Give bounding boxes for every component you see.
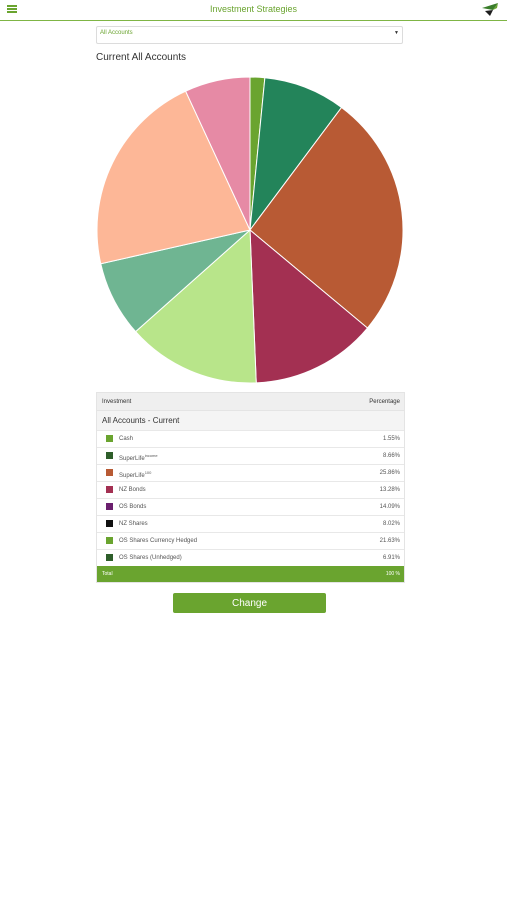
investment-percentage: 1.55% xyxy=(382,436,400,442)
pie-slice xyxy=(249,228,369,384)
legend-swatch xyxy=(106,435,113,442)
legend-swatch xyxy=(106,452,113,459)
table-row: NZ Shares 8.02% xyxy=(97,515,404,532)
legend-swatch xyxy=(106,554,113,561)
page-title: Investment Strategies xyxy=(209,4,298,14)
group-row: All Accounts - Current xyxy=(97,410,404,430)
superlife-logo-icon[interactable] xyxy=(481,2,499,17)
investment-percentage: 8.66% xyxy=(382,453,400,459)
total-value: 100 % xyxy=(385,571,400,577)
account-select-value: All Accounts xyxy=(100,30,133,36)
pie-slice xyxy=(184,76,251,231)
investment-percentage: 8.02% xyxy=(382,521,400,527)
total-row: Total 100 % xyxy=(97,566,404,582)
investment-percentage: 14.09% xyxy=(379,504,400,510)
change-button[interactable]: Change xyxy=(173,593,326,613)
allocation-pie-chart xyxy=(96,76,404,384)
hamburger-menu-icon[interactable] xyxy=(7,5,17,14)
allocation-table: Investment Percentage All Accounts - Cur… xyxy=(96,392,405,583)
table-row: SuperLifeincome 8.66% xyxy=(97,447,404,464)
investment-name: OS Bonds xyxy=(119,504,147,510)
table-row: SuperLife100 25.86% xyxy=(97,464,404,481)
investment-name: OS Shares (Unhedged) xyxy=(119,555,182,561)
pie-slice xyxy=(134,228,257,384)
investment-name: NZ Bonds xyxy=(119,487,146,493)
account-select[interactable]: All Accounts ▼ xyxy=(96,26,403,44)
pie-slice xyxy=(249,106,404,329)
table-header: Investment Percentage xyxy=(97,393,404,410)
legend-swatch xyxy=(106,520,113,527)
legend-swatch xyxy=(106,537,113,544)
investment-percentage: 6.91% xyxy=(382,555,400,561)
table-row: NZ Bonds 13.28% xyxy=(97,481,404,498)
table-row: OS Shares Currency Hedged 21.63% xyxy=(97,532,404,549)
investment-name-suffix: income xyxy=(144,453,158,458)
table-row: OS Bonds 14.09% xyxy=(97,498,404,515)
table-row: OS Shares (Unhedged) 6.91% xyxy=(97,549,404,566)
investment-name: Cash xyxy=(119,436,134,442)
chart-title: Current All Accounts xyxy=(96,52,187,63)
pie-slice xyxy=(96,90,251,265)
legend-swatch xyxy=(106,486,113,493)
header-percentage: Percentage xyxy=(369,399,400,405)
group-label: All Accounts - Current xyxy=(102,416,180,425)
investment-name: SuperLifeincome xyxy=(119,453,158,462)
pie-slice xyxy=(249,77,343,232)
investment-percentage: 25.86% xyxy=(379,470,400,476)
total-label: Total xyxy=(102,571,113,577)
investment-name: OS Shares Currency Hedged xyxy=(119,538,198,544)
investment-name: NZ Shares xyxy=(119,521,148,527)
legend-swatch xyxy=(106,503,113,510)
legend-swatch xyxy=(106,469,113,476)
dropdown-arrow-icon: ▼ xyxy=(394,30,399,36)
header-investment: Investment xyxy=(102,399,132,405)
table-row: Cash 1.55% xyxy=(97,430,404,447)
investment-percentage: 21.63% xyxy=(379,538,400,544)
investment-name: SuperLife100 xyxy=(119,470,152,479)
investment-percentage: 13.28% xyxy=(379,487,400,493)
app-header: Investment Strategies xyxy=(0,0,507,21)
investment-name-suffix: 100 xyxy=(144,470,152,475)
